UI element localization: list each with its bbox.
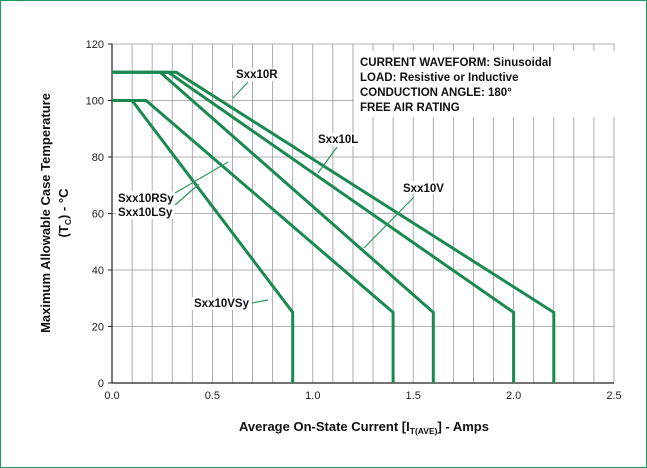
leader-sxx10rsy <box>174 161 229 194</box>
label-sxx10l: Sxx10L <box>318 134 358 146</box>
x-tick-labels: 0.0 0.5 1.0 1.5 2.0 2.5 <box>104 390 621 402</box>
notes-box <box>354 51 616 117</box>
y-axis-title-group: Maximum Allowable Case Temperature <box>38 93 53 333</box>
label-bg-sxx10vsy <box>192 297 252 310</box>
x-axis-title: Average On-State Current [IT(AVE)] - Amp… <box>239 419 489 436</box>
label-bg-sxx10rsy <box>116 191 174 219</box>
note-conduction: CONDUCTION ANGLE: 180° <box>360 87 512 99</box>
label-sxx10rsy: Sxx10RSy <box>118 193 174 205</box>
leader-sxx10r <box>232 81 249 99</box>
label-bg-sxx10r <box>232 68 276 81</box>
y-tick-label: 40 <box>92 265 104 277</box>
y-tick-labels: 0 20 40 60 80 100 120 <box>86 39 104 390</box>
y-tick-label: 0 <box>98 378 104 390</box>
label-bg-sxx10l <box>316 133 362 146</box>
x-tick-label: 2.0 <box>506 390 521 402</box>
x-tick-label: 0.0 <box>104 390 119 402</box>
label-sxx10vsy: Sxx10VSy <box>194 298 250 310</box>
y-axis-title-line1: Maximum Allowable Case Temperature <box>38 93 53 333</box>
y-tick-label: 80 <box>92 152 104 164</box>
note-waveform: CURRENT WAVEFORM: Sinusoidal <box>360 57 551 69</box>
x-tick-label: 2.5 <box>606 390 621 402</box>
label-sxx10r: Sxx10R <box>236 69 278 81</box>
y-axis-title-line2: (TC) - °C <box>56 188 73 238</box>
y-axis-title-group-2: (TC) - °C <box>56 188 73 238</box>
label-sxx10v: Sxx10V <box>403 183 444 195</box>
note-free-air: FREE AIR RATING <box>360 102 460 114</box>
leader-sxx10v <box>363 196 415 249</box>
label-sxx10lsy: Sxx10LSy <box>118 207 173 219</box>
y-tick-label: 20 <box>92 322 104 334</box>
leader-sxx10vsy <box>251 299 269 304</box>
y-tick-label: 100 <box>86 96 104 108</box>
series-sxx10vsy <box>112 99 295 383</box>
curves <box>112 70 556 383</box>
x-tick-label: 1.0 <box>305 390 320 402</box>
x-tick-label: 0.5 <box>205 390 220 402</box>
series-sxx10l <box>112 70 435 383</box>
leader-sxx10lsy <box>174 183 200 206</box>
label-bg-sxx10v <box>400 181 446 194</box>
note-load: LOAD: Resistive or Inductive <box>360 72 518 84</box>
x-tick-label: 1.5 <box>406 390 421 402</box>
y-tick-label: 120 <box>86 39 104 51</box>
leader-sxx10l <box>317 146 338 174</box>
y-tick-label: 60 <box>92 209 104 221</box>
